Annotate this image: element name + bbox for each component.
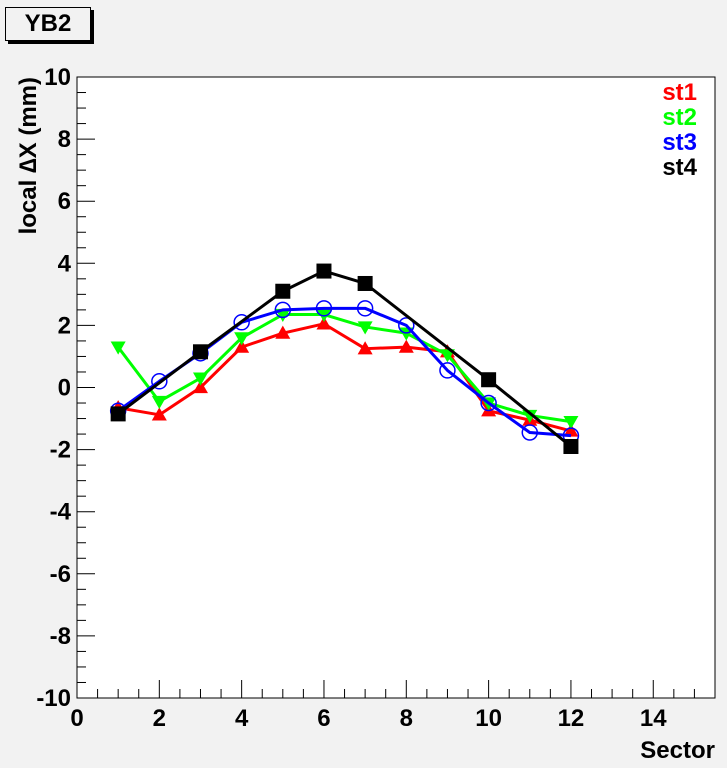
data-point [398,339,414,353]
x-tick-label: 8 [400,705,413,732]
y-tick-label: -8 [50,623,71,650]
x-tick-label: 6 [317,705,330,732]
x-tick-label: 2 [153,705,166,732]
y-tick-label: 10 [44,64,71,91]
data-point [398,317,415,334]
data-point [357,341,373,355]
data-point [192,380,208,394]
data-point [151,395,167,409]
data-point [275,325,291,339]
data-point [563,438,579,454]
x-tick-label: 12 [558,705,585,732]
data-point [439,362,456,379]
x-tick-label: 0 [70,705,83,732]
y-tick-label: 2 [58,312,71,339]
y-axis-label: local ∆X (mm) [15,77,42,234]
data-point [315,300,333,317]
x-axis-label: Sector [640,737,715,764]
data-point [357,275,373,291]
data-point [151,407,167,421]
data-point [151,373,168,390]
y-tick-label: 0 [58,375,71,402]
x-tick-label: 14 [640,705,667,732]
data-point [192,344,208,360]
plot-area [76,76,716,699]
y-tick-label: -4 [50,499,72,526]
y-tick-label: 6 [58,188,71,215]
data-point [521,424,539,441]
data-point [110,341,126,355]
legend-entry: st3 [662,129,697,156]
x-tick-label: 4 [235,705,249,732]
data-point [439,349,455,363]
data-point [233,314,250,331]
data-point [356,300,374,317]
data-point [316,316,332,330]
y-tick-label: -6 [50,561,71,588]
data-point [274,301,292,319]
y-tick-label: 4 [58,250,72,277]
x-tick-label: 10 [475,705,502,732]
y-tick-label: -2 [50,437,71,464]
data-point [234,339,250,353]
series-st4 [110,263,579,454]
legend-entry: st4 [662,154,697,181]
legend-entry: st1 [662,79,697,106]
data-point [481,372,497,388]
data-point [110,406,126,422]
data-point [316,263,332,279]
data-point [563,423,579,437]
data-point [234,332,250,346]
data-point [480,394,497,412]
y-tick-label: -10 [36,685,71,712]
data-point [522,409,538,423]
data-point [192,372,208,386]
y-tick-label: 8 [58,126,71,153]
legend-entry: st2 [662,104,697,131]
chart-title: YB2 [5,7,91,41]
data-point [357,321,373,335]
data-point [563,416,579,430]
data-point [275,283,291,299]
